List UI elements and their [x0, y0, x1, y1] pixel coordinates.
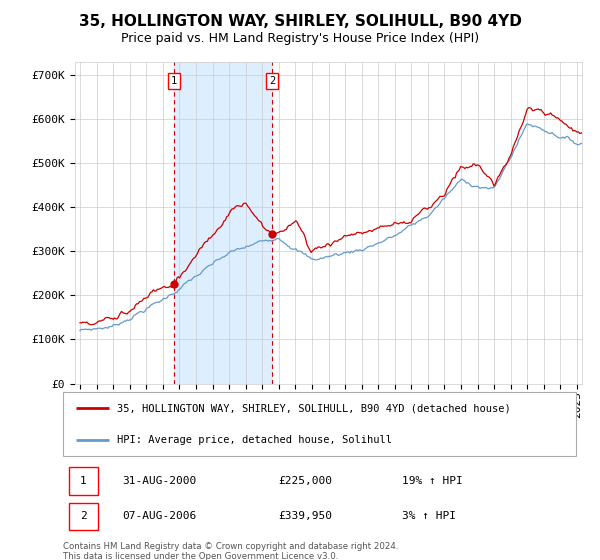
Text: £225,000: £225,000 — [278, 476, 332, 486]
FancyBboxPatch shape — [63, 392, 576, 456]
Text: 07-AUG-2006: 07-AUG-2006 — [122, 511, 196, 521]
Text: 2: 2 — [80, 511, 87, 521]
Text: Price paid vs. HM Land Registry's House Price Index (HPI): Price paid vs. HM Land Registry's House … — [121, 32, 479, 45]
Text: 35, HOLLINGTON WAY, SHIRLEY, SOLIHULL, B90 4YD: 35, HOLLINGTON WAY, SHIRLEY, SOLIHULL, B… — [79, 14, 521, 29]
Text: 1: 1 — [171, 76, 177, 86]
Text: 3% ↑ HPI: 3% ↑ HPI — [401, 511, 455, 521]
FancyBboxPatch shape — [69, 503, 98, 530]
Text: 2: 2 — [269, 76, 275, 86]
Text: 35, HOLLINGTON WAY, SHIRLEY, SOLIHULL, B90 4YD (detached house): 35, HOLLINGTON WAY, SHIRLEY, SOLIHULL, B… — [117, 403, 511, 413]
Text: HPI: Average price, detached house, Solihull: HPI: Average price, detached house, Soli… — [117, 435, 392, 445]
Text: 19% ↑ HPI: 19% ↑ HPI — [401, 476, 463, 486]
Text: 31-AUG-2000: 31-AUG-2000 — [122, 476, 196, 486]
Text: Contains HM Land Registry data © Crown copyright and database right 2024.
This d: Contains HM Land Registry data © Crown c… — [63, 542, 398, 560]
FancyBboxPatch shape — [69, 467, 98, 494]
Bar — [577, 62, 582, 384]
Text: 1: 1 — [80, 476, 87, 486]
Text: £339,950: £339,950 — [278, 511, 332, 521]
Bar — [174, 62, 272, 384]
